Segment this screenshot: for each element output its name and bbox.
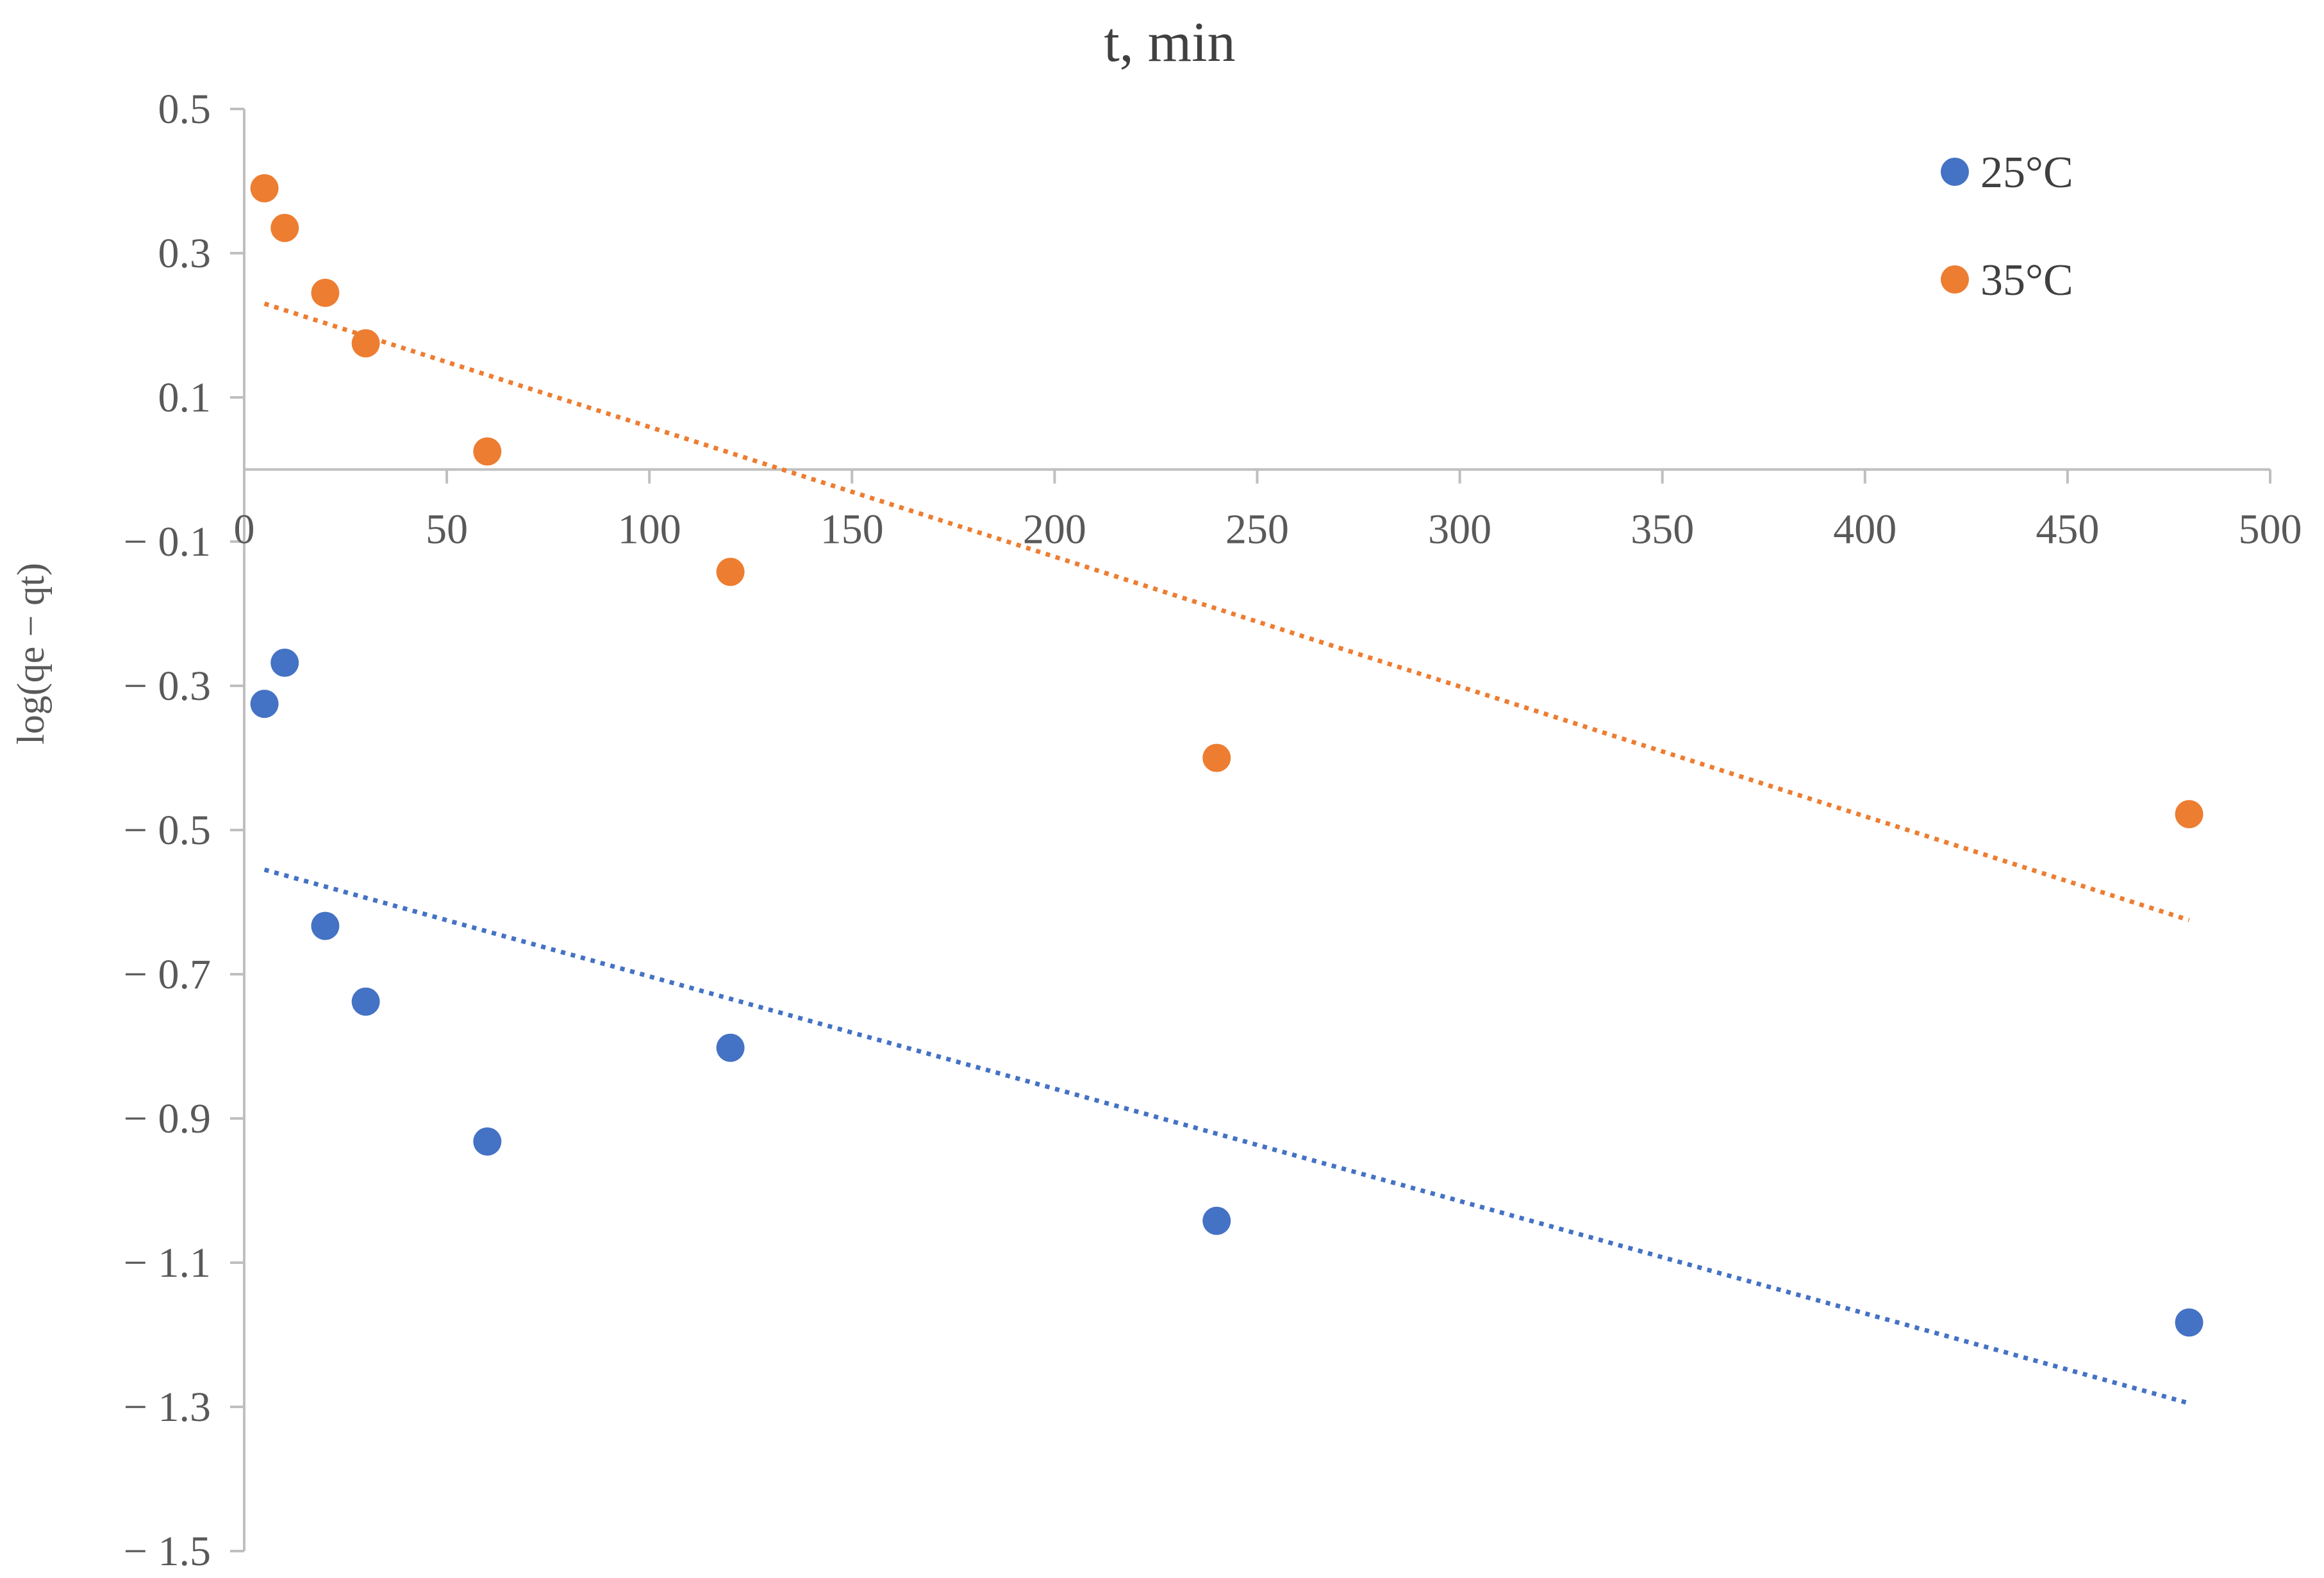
data-point xyxy=(250,690,279,718)
data-point xyxy=(311,911,340,940)
y-axis-label: log(qe − qt) xyxy=(10,563,52,745)
legend: 25°C 35°C xyxy=(1941,148,2073,305)
axes: 0.5 0.3 0.1 − 0.1 − 0.3 − 0.5 − 0.7 − 0.9 − 1.1 −… xyxy=(124,86,2302,1575)
trendlines xyxy=(263,301,2190,1406)
x-tick-label: 300 xyxy=(1428,506,1491,553)
data-point xyxy=(716,558,745,586)
data-point xyxy=(1202,1206,1231,1235)
y-tick-label: − 1.3 xyxy=(124,1384,211,1431)
x-tick-label: 200 xyxy=(1023,506,1086,553)
y-tick-label: 0.5 xyxy=(158,86,212,133)
x-tick-label: 50 xyxy=(426,506,468,553)
data-point xyxy=(270,649,299,677)
data-point xyxy=(351,329,380,358)
y-tick-label: − 0.9 xyxy=(124,1095,211,1142)
legend-label: 35°C xyxy=(1980,256,2073,305)
data-point xyxy=(473,1127,502,1156)
trendline xyxy=(263,867,2190,1406)
y-tick-label: 0.3 xyxy=(158,230,212,277)
data-point xyxy=(1202,743,1231,772)
data-point xyxy=(716,1033,745,1062)
chart-title: t, min xyxy=(1104,12,1235,74)
legend-marker xyxy=(1941,158,1969,186)
y-tick-label: − 1.1 xyxy=(124,1240,211,1286)
y-tick-label: − 0.5 xyxy=(124,807,211,854)
legend-label: 25°C xyxy=(1980,148,2073,197)
data-point xyxy=(270,213,299,242)
x-tick-label: 0 xyxy=(234,506,255,553)
data-point xyxy=(351,987,380,1016)
y-tick-label: − 0.1 xyxy=(124,519,211,565)
data-points xyxy=(250,174,2204,1337)
x-tick-label: 400 xyxy=(1833,506,1897,553)
x-tick-label: 350 xyxy=(1631,506,1694,553)
y-tick-label: − 0.3 xyxy=(124,663,211,710)
x-tick-label: 150 xyxy=(820,506,884,553)
x-tick-label: 100 xyxy=(618,506,681,553)
y-tick-label: − 0.7 xyxy=(124,951,211,998)
legend-marker xyxy=(1941,265,1969,294)
y-tick-label: − 1.5 xyxy=(124,1528,211,1575)
data-point xyxy=(2175,800,2204,829)
y-tick-label: 0.1 xyxy=(158,374,212,421)
x-tick-label: 450 xyxy=(2036,506,2099,553)
trendline xyxy=(263,301,2190,922)
data-point xyxy=(250,174,279,203)
x-tick-label: 250 xyxy=(1225,506,1289,553)
data-point xyxy=(473,437,502,466)
x-tick-label: 500 xyxy=(2239,506,2302,553)
data-point xyxy=(311,278,340,307)
data-point xyxy=(2175,1308,2204,1337)
